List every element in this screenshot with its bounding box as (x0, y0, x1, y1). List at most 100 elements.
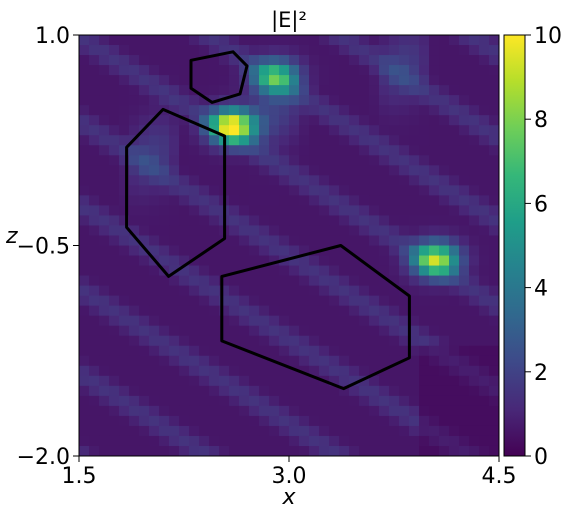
heat-cell (389, 285, 400, 297)
heat-cell (459, 205, 470, 217)
colorbar-tick-label: 6 (534, 192, 548, 217)
heat-cell (229, 65, 240, 76)
heat-cell (119, 195, 130, 206)
heat-cell (259, 325, 270, 337)
heat-cell (159, 135, 170, 146)
heat-cell (129, 185, 140, 196)
heat-cell (359, 275, 370, 287)
heat-cell (469, 135, 480, 146)
heat-cell (459, 375, 470, 387)
heat-cell (469, 195, 480, 206)
heat-cell (109, 295, 120, 307)
heat-cell (109, 145, 120, 156)
heat-cell (309, 215, 320, 227)
heat-cell (269, 405, 280, 417)
heat-cell (209, 435, 220, 447)
heat-cell (459, 135, 470, 146)
heat-cell (489, 55, 499, 66)
heat-cell (409, 55, 420, 66)
heat-cell (249, 215, 260, 227)
heat-cell (429, 205, 440, 217)
heat-cell (89, 335, 100, 347)
heat-cell (119, 125, 130, 136)
y-tick-label: 1.0 (35, 24, 70, 49)
heat-cell (339, 235, 350, 247)
heat-cell (99, 385, 110, 397)
heat-cell (319, 275, 330, 287)
heat-cell (329, 215, 340, 227)
heat-cell (419, 425, 430, 437)
heat-cell (459, 295, 470, 307)
heat-cell (449, 245, 460, 257)
heat-cell (129, 35, 140, 46)
heat-cell (209, 195, 220, 206)
heat-cell (299, 95, 310, 106)
heat-cell (389, 315, 400, 327)
heat-cell (479, 55, 490, 66)
heat-cell (139, 315, 150, 327)
heat-cell (479, 215, 490, 227)
heat-cell (279, 315, 290, 327)
left-hexagon (125, 107, 227, 278)
heat-cell (219, 65, 230, 76)
heat-cell (419, 295, 430, 307)
heat-cell (409, 325, 420, 337)
heat-cell (159, 205, 170, 217)
heat-cell (319, 35, 330, 46)
heat-cell (239, 325, 250, 337)
heat-cell (289, 135, 300, 146)
heat-cell (209, 315, 220, 327)
heat-cell (179, 285, 190, 297)
heat-cell (169, 355, 180, 367)
heat-cell (349, 235, 360, 247)
heat-cell (379, 375, 390, 387)
heat-cell (129, 305, 140, 317)
heat-cell (339, 105, 350, 116)
heat-cell (299, 435, 310, 447)
heat-cell (79, 425, 90, 437)
heat-cell (79, 205, 90, 217)
heat-cell (439, 185, 450, 196)
heat-cell (219, 255, 230, 267)
heat-cell (449, 75, 460, 86)
heat-cell (119, 65, 130, 76)
heat-cell (389, 215, 400, 227)
heat-cell (369, 115, 380, 126)
heat-cell (179, 115, 190, 126)
heat-cell (239, 305, 250, 317)
heat-cell (439, 275, 450, 287)
heat-cell (479, 285, 490, 297)
heat-cell (129, 215, 140, 227)
heat-cell (159, 275, 170, 287)
heat-cell (379, 205, 390, 217)
heat-cell (399, 45, 410, 56)
heat-cell (459, 175, 470, 186)
heat-cell (149, 135, 160, 146)
heat-cell (429, 155, 440, 166)
heat-cell (359, 95, 370, 106)
heat-cell (489, 305, 499, 317)
heat-cell (159, 145, 170, 156)
colorbar-tick-label: 4 (534, 277, 548, 302)
heat-cell (219, 405, 230, 417)
heat-cell (159, 375, 170, 387)
heat-cell (479, 245, 490, 257)
heat-cell (369, 315, 380, 327)
heat-cell (179, 135, 190, 146)
heat-cell (309, 395, 320, 407)
heat-cell (439, 425, 450, 437)
heat-cell (99, 45, 110, 56)
heat-cell (189, 105, 200, 116)
heat-cell (359, 165, 370, 176)
heat-cell (289, 175, 300, 186)
heat-cell (469, 245, 480, 257)
heat-cell (199, 195, 210, 206)
heat-cell (239, 425, 250, 437)
y-axis: 1.0−0.5−2.0 (17, 24, 79, 470)
heat-cell (329, 115, 340, 126)
heat-cell (169, 435, 180, 447)
heat-cell (339, 165, 350, 176)
heat-cell (179, 45, 190, 56)
heat-cell (339, 65, 350, 76)
heat-cell (79, 245, 90, 257)
